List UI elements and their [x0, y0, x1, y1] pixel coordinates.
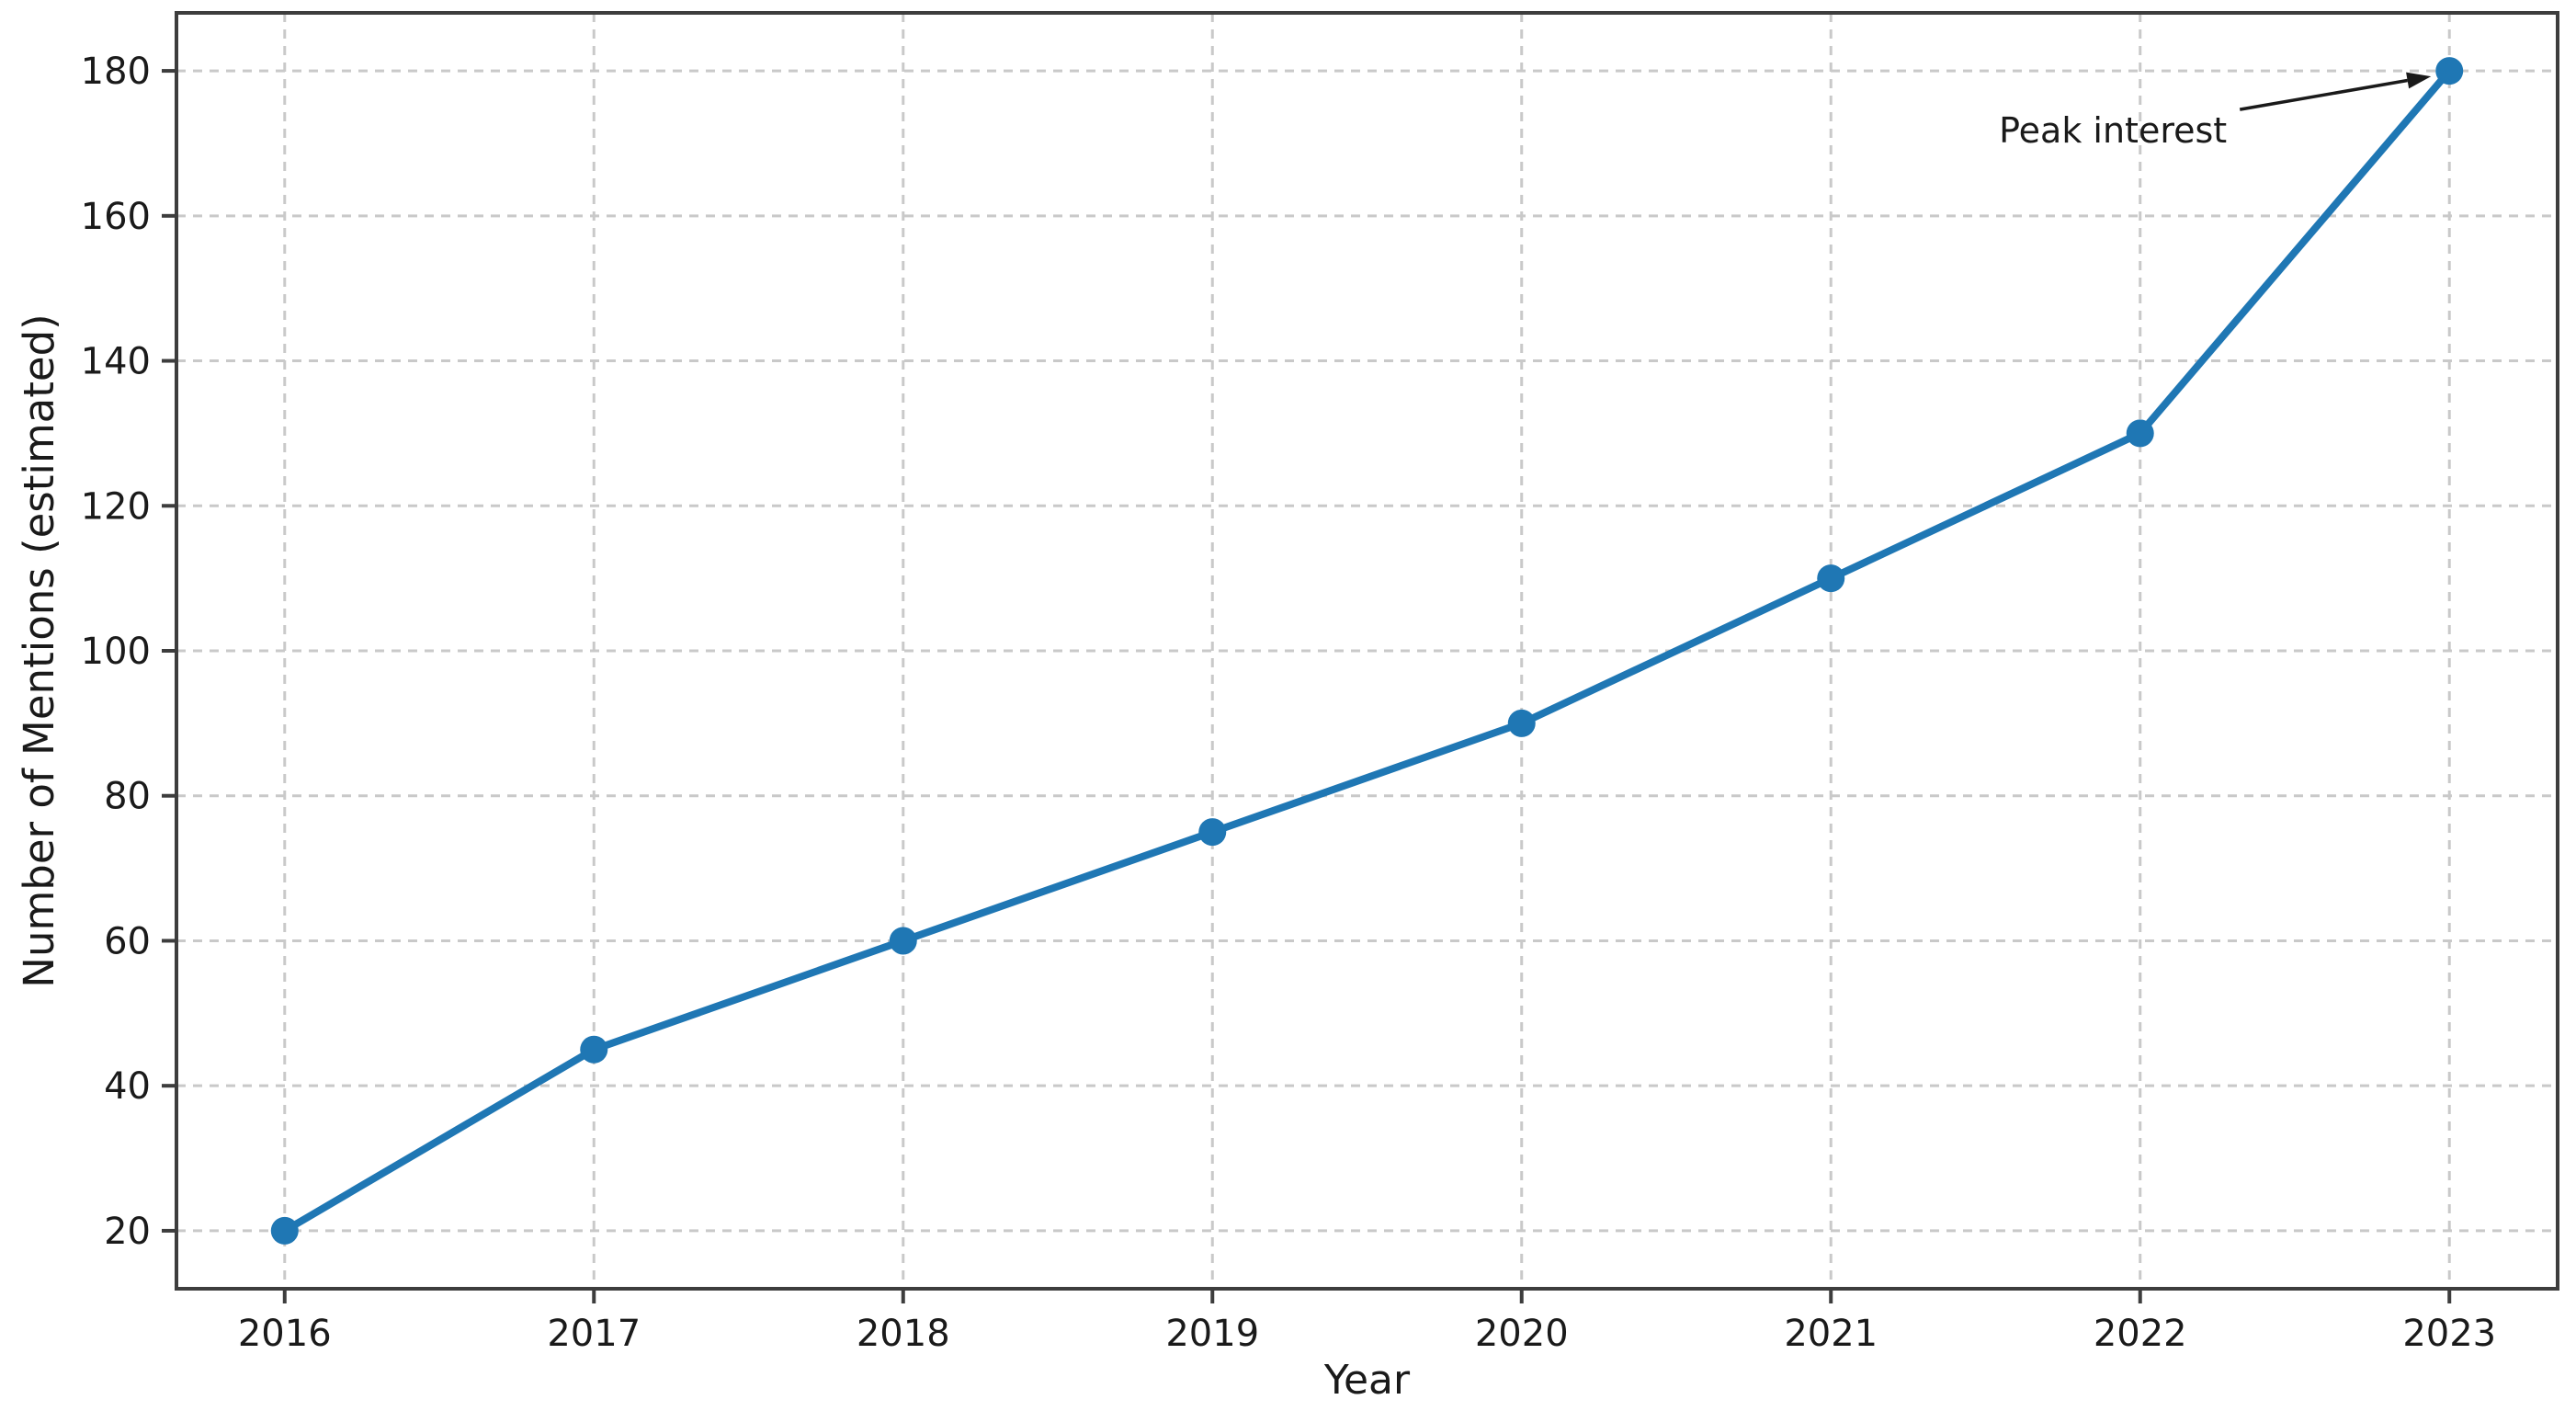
y-tick-label: 160: [81, 196, 151, 238]
gridlines: [176, 13, 2558, 1289]
data-line: [280, 67, 2454, 1235]
data-point: [2126, 419, 2154, 448]
y-tick-label: 180: [81, 51, 151, 93]
data-point: [889, 927, 917, 955]
arrow-shaft: [2239, 78, 2408, 111]
y-axis-label: Number of Mentions (estimated): [15, 313, 63, 987]
data-point: [1817, 564, 1845, 593]
annotation-text: Peak interest: [1999, 110, 2227, 151]
y-tick-label: 120: [81, 485, 151, 528]
tick-labels: 2016 2017 2018 2019 2020 2021 2022 2023 20 40 60 80…: [81, 51, 2496, 1355]
data-series: [270, 57, 2464, 1245]
x-tick-label: 2023: [2402, 1313, 2496, 1355]
data-point: [1507, 709, 1536, 737]
x-tick-label: 2017: [547, 1313, 641, 1355]
x-tick-label: 2016: [238, 1313, 332, 1355]
y-tick-label: 80: [104, 776, 151, 818]
data-point: [1198, 818, 1227, 847]
x-tick-label: 2022: [2094, 1313, 2187, 1355]
y-tick-label: 140: [81, 341, 151, 383]
y-tick-label: 40: [104, 1065, 151, 1108]
x-axis-label: Year: [1323, 1357, 1411, 1404]
annotation-arrow: [2239, 72, 2432, 111]
y-tick-label: 60: [104, 920, 151, 962]
x-tick-label: 2021: [1784, 1313, 1878, 1355]
x-tick-label: 2019: [1165, 1313, 1259, 1355]
y-tick-label: 20: [104, 1211, 151, 1253]
data-point: [2435, 57, 2464, 85]
arrow-head: [2406, 72, 2432, 89]
axis-ticks: [162, 69, 2452, 1303]
x-tick-label: 2018: [857, 1313, 950, 1355]
y-tick-label: 100: [81, 631, 151, 673]
data-point: [270, 1216, 299, 1245]
x-tick-label: 2020: [1475, 1313, 1569, 1355]
data-point: [580, 1035, 608, 1064]
